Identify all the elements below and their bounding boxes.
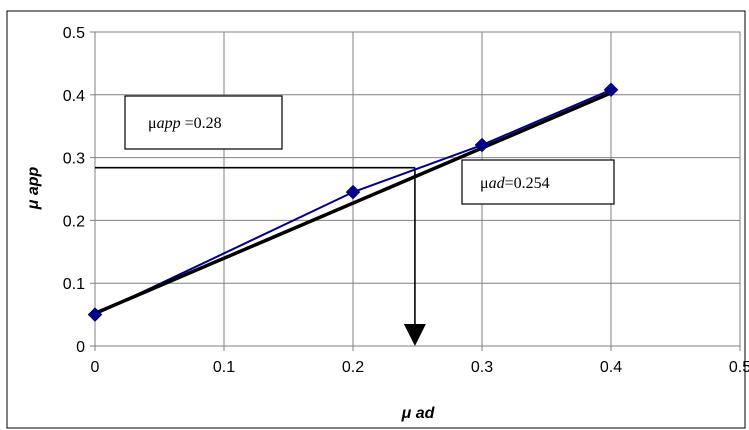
data-point-diamond [474, 137, 490, 153]
trendline [94, 91, 612, 315]
y-tick-label: 0.1 [63, 276, 85, 293]
tick-labels: 0 0.1 0.2 0.3 0.4 0.5 0 0.1 0.2 0.3 0.4 0.5 [63, 25, 749, 376]
mu-app-label: μapp =0.28 [148, 115, 222, 132]
mu-ad-box [461, 159, 615, 205]
mu-ad-label: μad=0.254 [480, 175, 550, 192]
x-tick-label: 0.1 [213, 359, 235, 376]
data-points [87, 82, 619, 322]
plot-area-border [94, 31, 741, 347]
x-tick-label: 0.5 [729, 359, 749, 376]
mu-app-box [124, 95, 283, 150]
trendline-layer [94, 88, 612, 316]
arrow-head-icon [403, 324, 426, 346]
data-point-diamond [87, 307, 103, 322]
guide-lines [95, 166, 426, 346]
data-point-diamond [603, 82, 619, 98]
y-axis-title: μ app [25, 167, 42, 211]
y-tick-label: 0.4 [63, 88, 85, 105]
x-tick-label: 0.2 [342, 359, 364, 376]
data-point-diamond [345, 184, 361, 200]
y-tick-label: 0 [76, 339, 85, 356]
y-tick-label: 0.3 [63, 151, 85, 168]
x-tick-label: 0 [91, 359, 100, 376]
chart-frame [6, 10, 746, 429]
x-axis-title: μ ad [401, 405, 436, 422]
y-tick-label: 0.2 [63, 213, 85, 230]
mu-app-annotation: μapp =0.28 [124, 95, 283, 150]
mu-ad-annotation: μad=0.254 [461, 159, 615, 205]
series-line [94, 88, 612, 316]
x-tick-label: 0.3 [471, 359, 493, 376]
y-tick-label: 0.5 [63, 25, 85, 42]
x-tick-label: 0.4 [600, 359, 622, 376]
